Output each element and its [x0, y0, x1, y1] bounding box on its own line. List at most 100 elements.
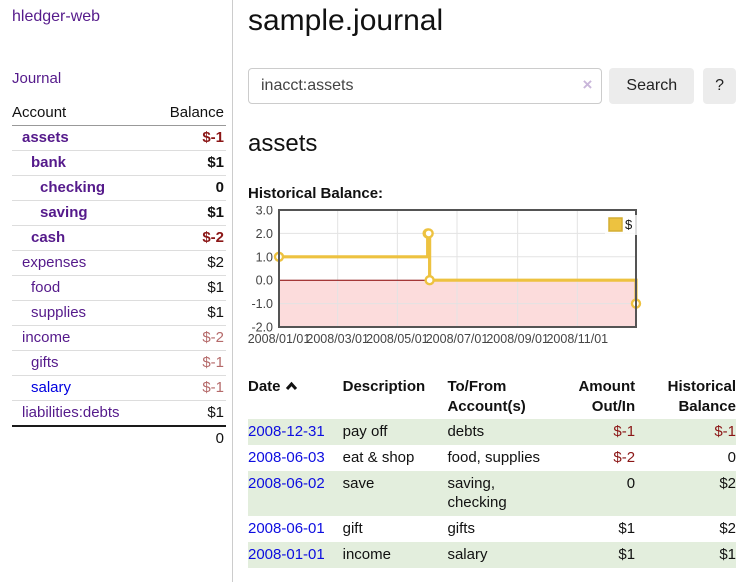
register-header-amount: Amount Out/In	[578, 378, 636, 415]
y-tick-label: 0.0	[256, 274, 273, 288]
register-table: Date Description To/From Account(s) Amou…	[248, 375, 736, 568]
account-balance: $1	[152, 200, 226, 226]
account-link[interactable]: gifts	[31, 354, 59, 371]
transaction-amount: 0	[561, 471, 646, 516]
register-row: 2008-12-31 pay off debts $-1 $-1	[248, 419, 736, 445]
account-row: gifts $-1	[12, 350, 226, 376]
transaction-accounts: salary	[447, 542, 562, 568]
transaction-amount: $1	[618, 520, 636, 537]
legend-label: $	[625, 217, 633, 232]
x-tick-label: 2008/05/01	[366, 332, 429, 346]
y-tick-label: -1.0	[251, 297, 273, 311]
register-header-balance: Historical Balance	[667, 378, 736, 415]
transaction-date-link[interactable]: 2008-01-01	[248, 546, 325, 563]
account-row: salary $-1	[12, 375, 226, 401]
account-link[interactable]: liabilities:debts	[22, 404, 120, 421]
clear-search-icon[interactable]: ×	[582, 75, 593, 94]
transaction-accounts: debts	[447, 419, 562, 445]
account-row: assets $-1	[12, 126, 226, 151]
register-row: 2008-06-03 eat & shop food, supplies $-2 0	[248, 445, 736, 471]
x-tick-label: 2008/07/01	[426, 332, 489, 346]
transaction-description: gift	[342, 520, 363, 537]
main-content: sample.journal × Search ? assets Histori…	[233, 0, 742, 582]
account-link[interactable]: assets	[22, 129, 69, 146]
transaction-balance: $2	[719, 520, 736, 537]
transaction-accounts: saving, checking	[447, 471, 562, 516]
transaction-description: save	[342, 471, 448, 516]
account-row: saving $1	[12, 200, 226, 226]
account-balance: $2	[152, 250, 226, 276]
account-link[interactable]: bank	[31, 154, 67, 171]
account-row: liabilities:debts $1	[12, 400, 226, 426]
transaction-amount: $-2	[613, 449, 636, 466]
account-balance: $-1	[152, 350, 226, 376]
account-link[interactable]: salary	[31, 379, 72, 396]
x-tick-label: 2008/09/01	[486, 332, 549, 346]
account-row: food $1	[12, 275, 226, 301]
y-tick-label: 3.0	[256, 206, 273, 218]
app-title-link[interactable]: hledger-web	[12, 8, 101, 25]
register-row: 2008-01-01 income salary $1 $1	[248, 542, 736, 568]
account-row: cash $-2	[12, 225, 226, 251]
register-row: 2008-06-01 gift gifts $1 $2	[248, 516, 736, 542]
sidebar: hledger-web Journal Account Balance asse…	[0, 0, 233, 582]
account-row: bank $1	[12, 150, 226, 176]
transaction-description: eat & shop	[342, 449, 415, 466]
account-balance: 0	[152, 175, 226, 201]
account-link[interactable]: checking	[40, 179, 106, 196]
transaction-balance: 0	[727, 449, 736, 466]
sidebar-item-journal[interactable]: Journal	[12, 70, 62, 87]
register-header-description: Description	[342, 378, 426, 395]
search-button[interactable]: Search	[609, 68, 695, 104]
transaction-amount: $-1	[561, 419, 646, 445]
search-input[interactable]	[248, 68, 603, 104]
chart-svg: $3.0 2.0 1.0 0.0 -1.0 -2.02008/01/012008/03/0…	[248, 204, 642, 346]
x-tick-label: 2008/01/01	[248, 332, 310, 346]
account-row: income $-2	[12, 325, 226, 351]
account-balance: $-1	[152, 375, 226, 401]
transaction-date-link[interactable]: 2008-06-01	[248, 520, 325, 537]
account-row: checking 0	[12, 175, 226, 201]
accounts-total-row: 0	[12, 425, 226, 451]
account-link[interactable]: income	[22, 329, 71, 346]
accounts-table: Account Balance assets $-1 bank $1 checking 0…	[12, 101, 226, 451]
account-row: expenses $2	[12, 250, 226, 276]
account-heading: assets	[248, 130, 318, 157]
account-link[interactable]: food	[31, 279, 61, 296]
transaction-balance: $1	[645, 542, 736, 568]
y-tick-label: -2.0	[251, 321, 273, 335]
transaction-accounts: gifts	[447, 520, 475, 537]
transaction-date-link[interactable]: 2008-06-03	[248, 449, 325, 466]
transaction-accounts: food, supplies	[447, 449, 541, 466]
help-button[interactable]: ?	[703, 68, 736, 104]
x-tick-label: 2008/03/01	[306, 332, 369, 346]
account-balance: $-1	[202, 129, 224, 146]
historical-balance-chart: $3.0 2.0 1.0 0.0 -1.0 -2.0 2008/01/01 2008/03/0…	[248, 204, 736, 357]
transaction-description: pay off	[342, 419, 448, 445]
legend-swatch	[608, 217, 623, 232]
transaction-date-link[interactable]: 2008-06-02	[248, 475, 325, 492]
chart-title: Historical Balance:	[248, 185, 384, 202]
account-balance: $1	[152, 300, 226, 326]
account-balance: $1	[152, 150, 226, 176]
transaction-balance: $-1	[645, 419, 736, 445]
account-balance: $-2	[152, 225, 226, 251]
register-header-date[interactable]: Date	[248, 375, 343, 419]
y-tick-label: 2.0	[256, 227, 273, 241]
account-row: supplies $1	[12, 300, 226, 326]
transaction-balance: $2	[645, 471, 736, 516]
account-link[interactable]: supplies	[31, 304, 87, 321]
sort-asc-icon	[285, 377, 298, 397]
transaction-date-link[interactable]: 2008-12-31	[248, 423, 325, 440]
account-link[interactable]: saving	[40, 204, 88, 221]
accounts-header-balance: Balance	[152, 101, 226, 126]
x-tick-label: 2008/11/01	[546, 332, 608, 346]
account-link[interactable]: cash	[31, 229, 66, 246]
page-title: sample.journal	[248, 4, 444, 37]
search-bar: × Search ?	[248, 68, 736, 104]
account-link[interactable]: expenses	[22, 254, 87, 271]
transaction-description: income	[342, 542, 448, 568]
accounts-header-account: Account	[12, 101, 153, 126]
register-row: 2008-06-02 save saving, checking 0 $2	[248, 471, 736, 516]
transaction-amount: $1	[561, 542, 646, 568]
